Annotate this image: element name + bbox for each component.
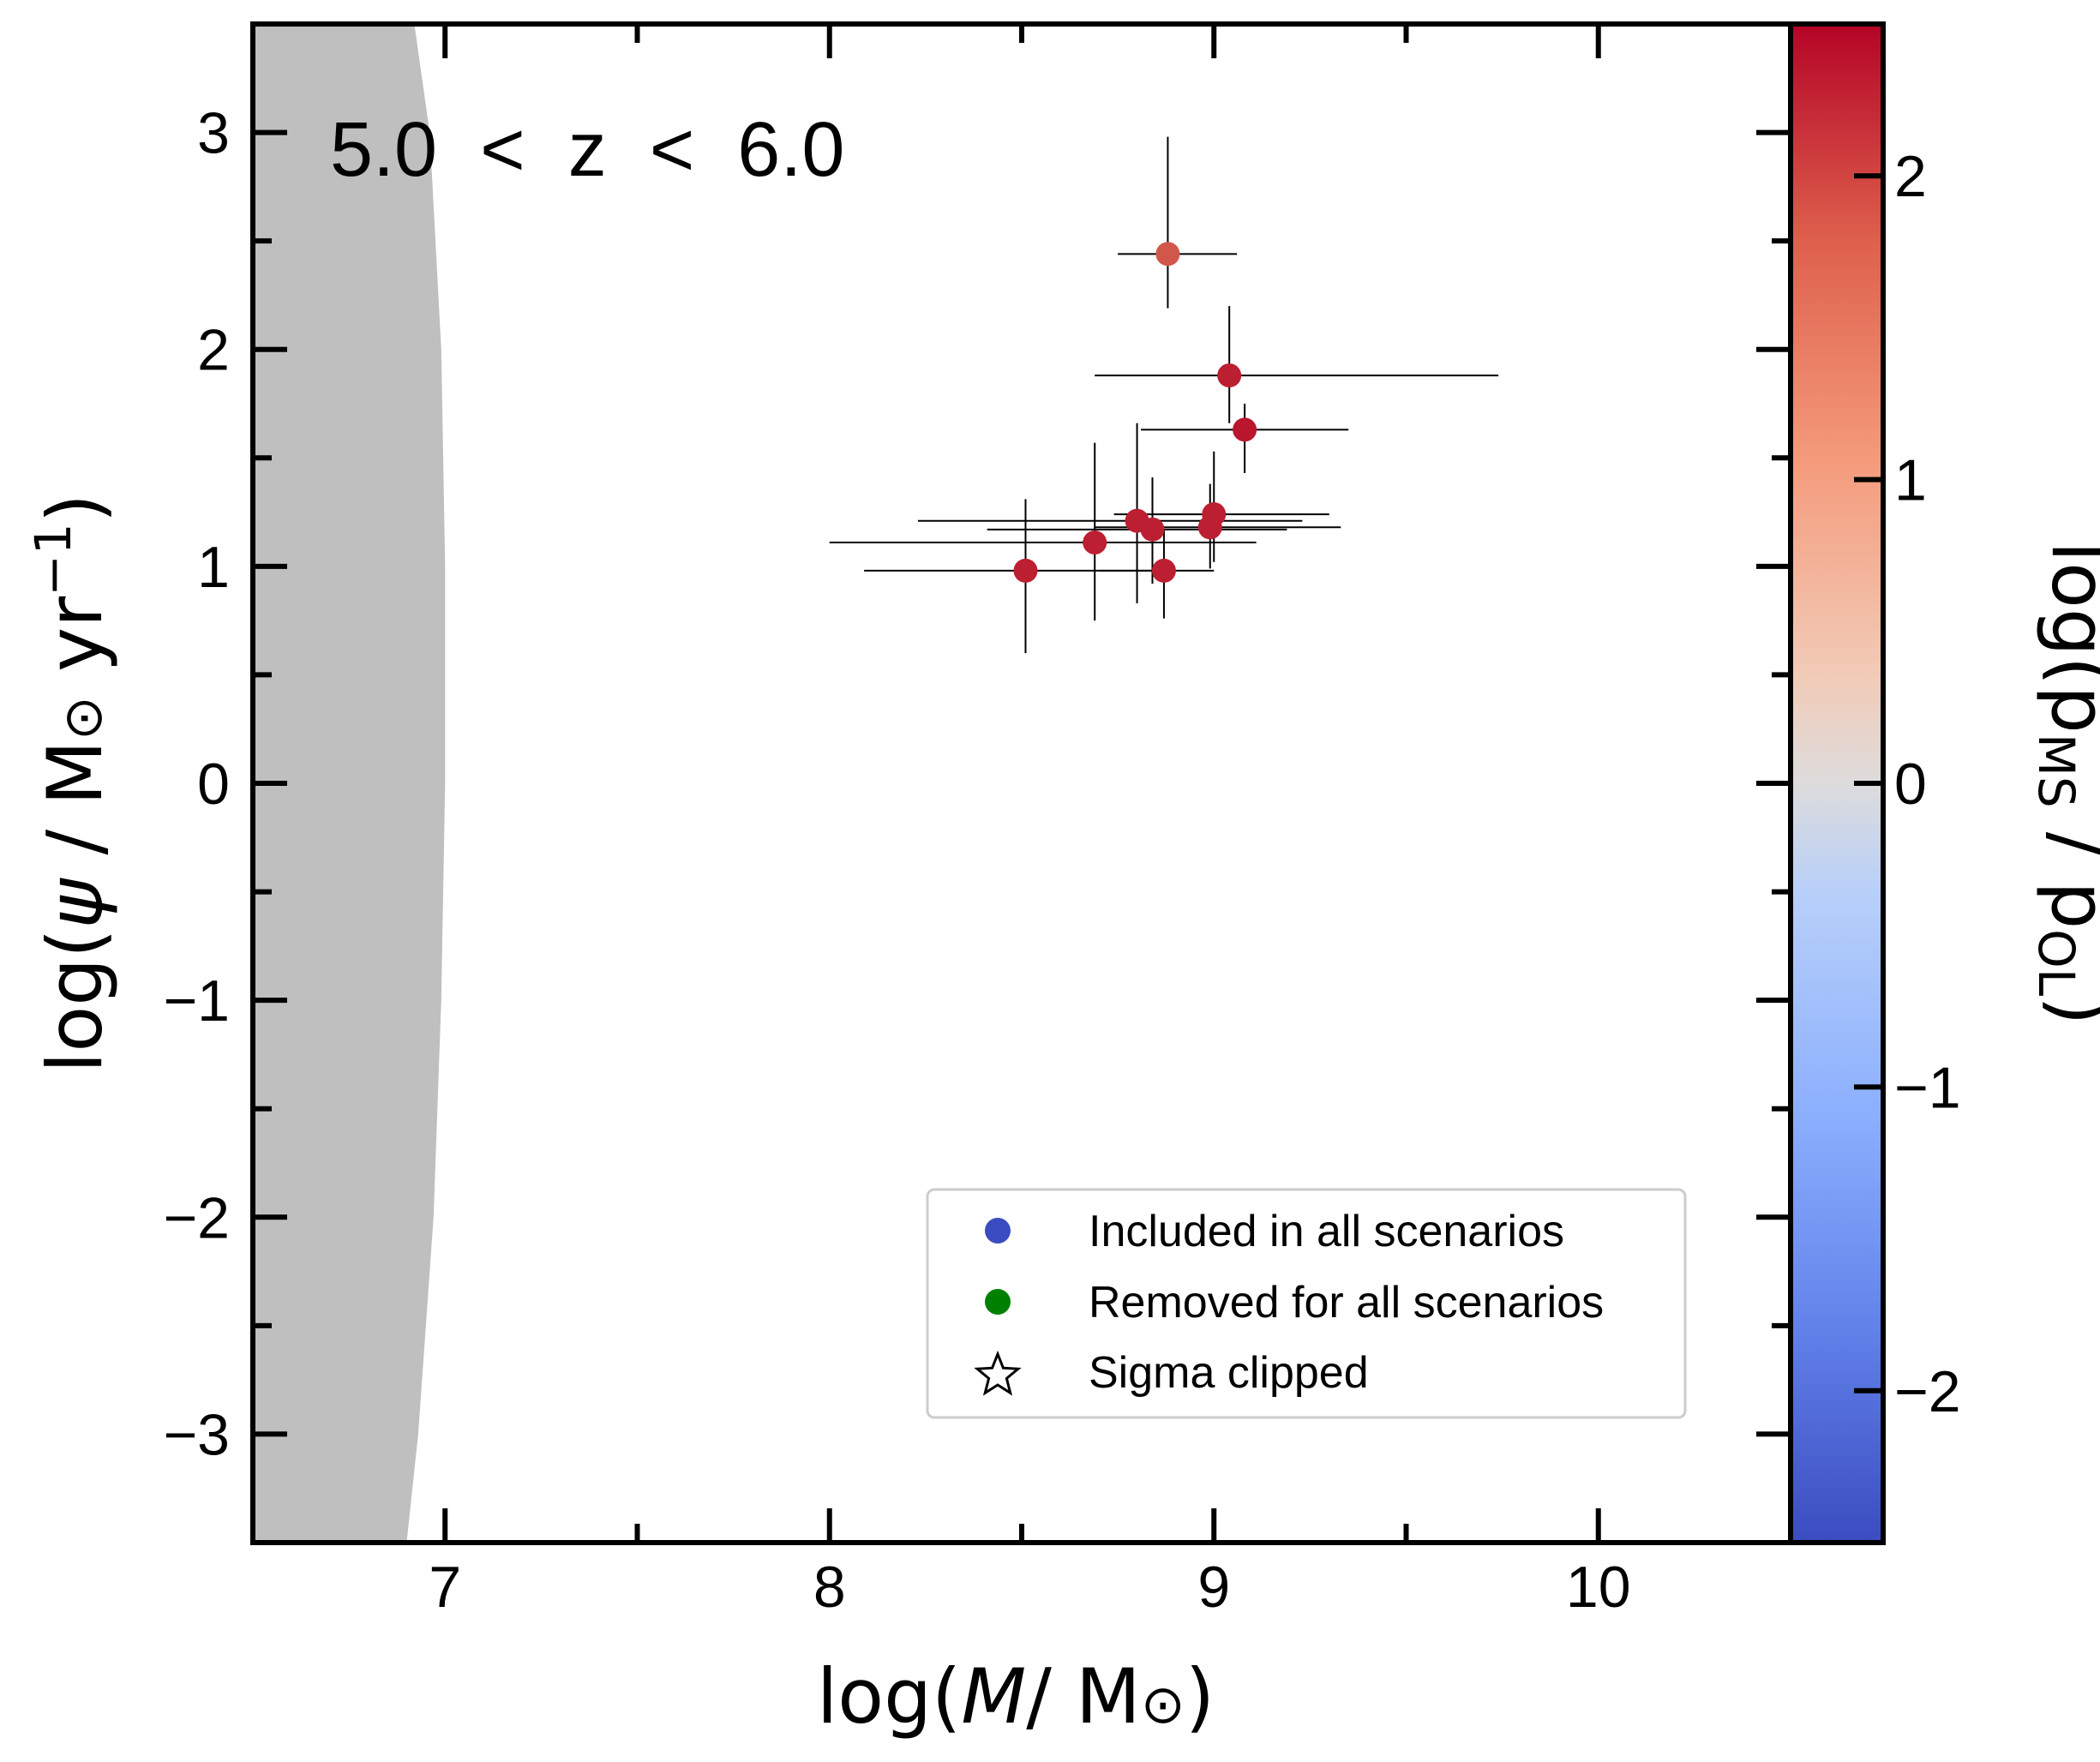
legend-label-sigma-clipped: Sigma clipped (1089, 1348, 1369, 1398)
legend-marker-removed (985, 1289, 1011, 1315)
y-tick-labels: −3 −2 −1 0 1 2 3 (163, 101, 230, 1468)
y-tick-label: 1 (197, 535, 230, 600)
colorbar-tick-labels: −2 −1 0 1 2 (1894, 144, 1961, 1424)
y-tick-label: 2 (197, 318, 230, 383)
legend-frame (926, 1188, 1687, 1419)
colorbar-tick-label: 2 (1894, 144, 1927, 209)
legend-label-included: Included in all scenarios (1089, 1207, 1564, 1256)
colorbar-ticks (1854, 173, 1883, 1393)
y-tick-label: −1 (163, 968, 230, 1034)
data-points (1013, 242, 1257, 583)
axis-ticks (250, 21, 1793, 1545)
legend-label-removed: Removed for all scenarios (1089, 1278, 1604, 1327)
data-point-0 (1155, 242, 1180, 267)
legend-marker-included (985, 1218, 1011, 1244)
colorbar: −2 −1 0 1 2 log(pMS / pOL) (1788, 21, 2100, 1545)
y-tick-label: −3 (163, 1402, 230, 1467)
data-point-8 (1013, 558, 1038, 583)
x-tick-label: 10 (1566, 1555, 1631, 1620)
y-tick-label: 3 (197, 101, 230, 166)
legend-marker-star-icon (974, 1350, 1022, 1396)
data-point-1 (1217, 363, 1242, 388)
y-tick-label: −2 (163, 1185, 230, 1250)
x-tick-label: 9 (1197, 1555, 1230, 1620)
colorbar-label: log(pMS / pOL) (2027, 542, 2100, 1026)
data-point-9 (1151, 558, 1176, 583)
data-point-7 (1083, 530, 1107, 555)
excluded-region (253, 24, 446, 1543)
y-axis-label: log(ψ / M⊙ yr−1) (24, 494, 119, 1073)
colorbar-tick-label: −1 (1894, 1055, 1961, 1120)
x-tick-labels: 7 8 9 10 (429, 1555, 1630, 1620)
x-tick-label: 8 (813, 1555, 846, 1620)
y-tick-label: 0 (197, 752, 230, 817)
x-axis-label: log(M/ M⊙) (817, 1652, 1215, 1741)
colorbar-tick-label: −2 (1894, 1359, 1961, 1424)
data-point-2 (1233, 417, 1257, 442)
data-point-6 (1197, 515, 1222, 540)
redshift-annotation: 5.0 < z < 6.0 (330, 107, 844, 193)
colorbar-tick-label: 0 (1894, 752, 1927, 817)
x-tick-label: 7 (429, 1555, 461, 1620)
colorbar-tick-label: 1 (1894, 448, 1927, 513)
data-point-4 (1140, 517, 1165, 542)
legend: Included in all scenarios Removed for al… (926, 1188, 1687, 1419)
